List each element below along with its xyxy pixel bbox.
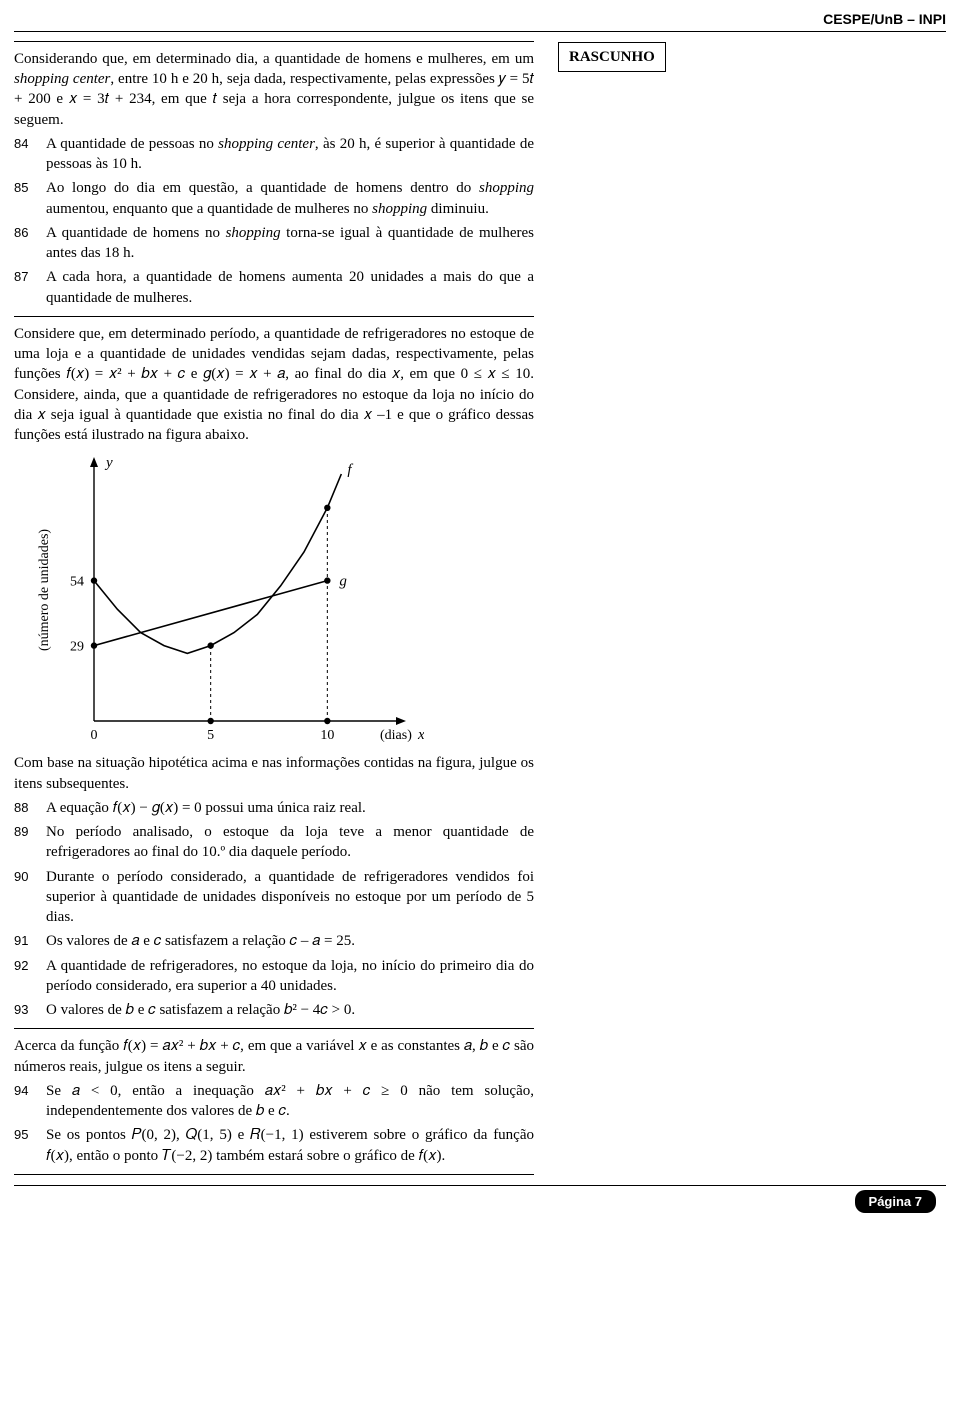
svg-text:(dias): (dias)	[380, 728, 412, 743]
block1-intro: Considerando que, em determinado dia, a …	[14, 49, 534, 130]
item-text: A quantidade de pessoas no shopping cent…	[46, 134, 534, 175]
item-84: 84 A quantidade de pessoas no shopping c…	[14, 134, 534, 175]
item-text: O valores de 𝑏 e 𝑐 satisfazem a relação …	[46, 1000, 534, 1020]
item-95: 95 Se os pontos 𝑃(0, 2), 𝑄(1, 5) e 𝑅(−1,…	[14, 1125, 534, 1166]
item-num: 90	[14, 867, 36, 928]
item-85: 85 Ao longo do dia em questão, a quantid…	[14, 178, 534, 219]
item-89: 89 No período analisado, o estoque da lo…	[14, 822, 534, 863]
page: CESPE/UnB – INPI Considerando que, em de…	[0, 0, 960, 1221]
svg-text:x: x	[417, 727, 424, 743]
block2-post: Com base na situação hipotética acima e …	[14, 753, 534, 794]
t: Considerando que, em determinado dia, a …	[14, 51, 534, 67]
item-text: Ao longo do dia em questão, a quantidade…	[46, 178, 534, 219]
header-bar: CESPE/UnB – INPI	[14, 10, 946, 32]
footer: Página 7	[14, 1185, 946, 1222]
item-text: Durante o período considerado, a quantid…	[46, 867, 534, 928]
item-num: 84	[14, 134, 36, 175]
svg-text:g: g	[339, 574, 347, 590]
item-num: 95	[14, 1125, 36, 1166]
item-text: A quantidade de refrigeradores, no estoq…	[46, 956, 534, 997]
columns: Considerando que, em determinado dia, a …	[14, 42, 946, 1175]
item-text: No período analisado, o estoque da loja …	[46, 822, 534, 863]
item-text: A quantidade de homens no shopping torna…	[46, 223, 534, 264]
item-num: 85	[14, 178, 36, 219]
item-num: 89	[14, 822, 36, 863]
item-num: 94	[14, 1081, 36, 1122]
svg-text:29: 29	[70, 640, 84, 655]
item-94: 94 Se 𝑎 < 0, então a inequação 𝑎𝑥² + 𝑏𝑥 …	[14, 1081, 534, 1122]
t-ital: shopping center	[14, 71, 110, 87]
block-1: Considerando que, em determinado dia, a …	[14, 41, 534, 317]
right-column: RASCUNHO	[558, 42, 938, 1175]
item-text: A equação 𝑓(𝑥) − 𝑔(𝑥) = 0 possui uma úni…	[46, 798, 534, 818]
page-number-tab: Página 7	[855, 1190, 936, 1214]
block-3: Acerca da função 𝑓(𝑥) = 𝑎𝑥² + 𝑏𝑥 + 𝑐, em…	[14, 1028, 534, 1175]
item-num: 91	[14, 931, 36, 951]
item-91: 91 Os valores de 𝑎 e 𝑐 satisfazem a rela…	[14, 931, 534, 951]
item-92: 92 A quantidade de refrigeradores, no es…	[14, 956, 534, 997]
item-text: Se os pontos 𝑃(0, 2), 𝑄(1, 5) e 𝑅(−1, 1)…	[46, 1125, 534, 1166]
chart-svg: 0 5 10 29 54 y (dias) x f g (número de unidades)	[24, 451, 424, 751]
item-num: 92	[14, 956, 36, 997]
item-87: 87 A cada hora, a quantidade de homens a…	[14, 267, 534, 308]
svg-text:0: 0	[91, 728, 98, 743]
block3-intro: Acerca da função 𝑓(𝑥) = 𝑎𝑥² + 𝑏𝑥 + 𝑐, em…	[14, 1036, 534, 1077]
block2-intro: Considere que, em determinado período, a…	[14, 324, 534, 446]
svg-text:10: 10	[320, 728, 334, 743]
item-text: A cada hora, a quantidade de homens aume…	[46, 267, 534, 308]
item-text: Os valores de 𝑎 e 𝑐 satisfazem a relação…	[46, 931, 534, 951]
item-num: 87	[14, 267, 36, 308]
item-num: 88	[14, 798, 36, 818]
item-num: 93	[14, 1000, 36, 1020]
item-88: 88 A equação 𝑓(𝑥) − 𝑔(𝑥) = 0 possui uma …	[14, 798, 534, 818]
item-86: 86 A quantidade de homens no shopping to…	[14, 223, 534, 264]
block-2: Considere que, em determinado período, a…	[14, 316, 534, 1030]
svg-text:54: 54	[70, 575, 84, 590]
svg-text:5: 5	[207, 728, 214, 743]
item-num: 86	[14, 223, 36, 264]
item-90: 90 Durante o período considerado, a quan…	[14, 867, 534, 928]
left-column: Considerando que, em determinado dia, a …	[14, 42, 534, 1175]
svg-text:f: f	[347, 462, 353, 478]
org-label: CESPE/UnB – INPI	[823, 11, 946, 27]
item-93: 93 O valores de 𝑏 e 𝑐 satisfazem a relaç…	[14, 1000, 534, 1020]
chart-figure: 0 5 10 29 54 y (dias) x f g (número de unidades)	[24, 451, 534, 751]
svg-text:y: y	[104, 455, 113, 471]
rascunho-box: RASCUNHO	[558, 42, 666, 72]
svg-text:(número de unidades): (número de unidades)	[37, 529, 52, 651]
item-text: Se 𝑎 < 0, então a inequação 𝑎𝑥² + 𝑏𝑥 + 𝑐…	[46, 1081, 534, 1122]
